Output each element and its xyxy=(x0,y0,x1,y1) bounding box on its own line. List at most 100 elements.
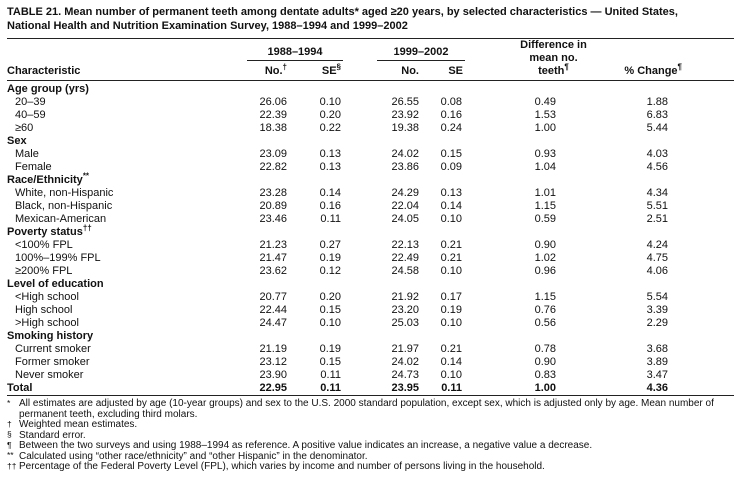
footnote: * All estimates are adjusted by age (10-y… xyxy=(7,398,734,420)
cell-value: 0.49 xyxy=(534,96,556,108)
section-header-row: Race/Ethnicity** xyxy=(7,172,734,187)
table-row: High school 22.44 0.15 23.20 0.19 0.76 3.39 xyxy=(7,304,734,317)
table-row: Never smoker 23.90 0.11 24.73 0.10 0.83 3.47 xyxy=(7,369,734,382)
column-header-pct-change: % Change¶ xyxy=(624,62,682,77)
cell-value: 0.27 xyxy=(319,239,341,251)
row-label: Mexican-American xyxy=(15,213,107,225)
table-row: 20–39 26.06 0.10 26.55 0.08 0.49 1.88 xyxy=(7,96,734,109)
cell-value: 23.28 xyxy=(259,187,287,199)
header-group-row: Characteristic 1988–1994 1999–2002 Diffe… xyxy=(7,39,734,77)
cell-value: 23.92 xyxy=(391,109,419,121)
cell-value: 0.10 xyxy=(440,369,462,381)
cell-value: 0.17 xyxy=(440,291,462,303)
cell-value: 5.51 xyxy=(646,200,668,212)
row-label: Total xyxy=(7,382,33,394)
row-label: 20–39 xyxy=(15,96,46,108)
cell-value: 0.14 xyxy=(440,200,462,212)
cell-value: 21.97 xyxy=(391,343,419,355)
cell-value: 0.83 xyxy=(534,369,556,381)
cell-value: 0.15 xyxy=(319,356,341,368)
cell-value: 0.19 xyxy=(319,252,341,264)
footnote: ** Calculated using “other race/ethnicity… xyxy=(7,450,734,463)
cell-value: 0.90 xyxy=(534,356,556,368)
cell-value: 25.03 xyxy=(391,317,419,329)
table-row: White, non-Hispanic 23.28 0.14 24.29 0.13 1.0… xyxy=(7,187,734,200)
cell-value: 22.49 xyxy=(391,252,419,264)
footnote-text: Between the two surveys and using 1988–1… xyxy=(19,440,593,451)
cell-value: 24.47 xyxy=(259,317,287,329)
table-row: 100%–199% FPL 21.47 0.19 22.49 0.21 1.02 4.75 xyxy=(7,252,734,265)
cell-value: 23.86 xyxy=(391,161,419,173)
column-group-1988-1994-label: 1988–1994 xyxy=(247,44,343,61)
cell-value: 24.02 xyxy=(391,356,419,368)
cell-value: 0.13 xyxy=(440,187,462,199)
cell-value: 1.15 xyxy=(534,291,556,303)
document-page: TABLE 21. Mean number of permanent teeth… xyxy=(7,6,734,473)
cell-value: 0.11 xyxy=(320,213,341,225)
footnotes: * All estimates are adjusted by age (10-y… xyxy=(7,398,734,473)
cell-value: 1.88 xyxy=(646,96,668,108)
row-label: Black, non-Hispanic xyxy=(15,200,113,212)
cell-value: 24.05 xyxy=(391,213,419,225)
column-header-difference-line1: Difference in xyxy=(520,39,587,51)
cell-value: 0.16 xyxy=(319,200,341,212)
footnote: †† Percentage of the Federal Poverty Leve… xyxy=(7,461,734,473)
table-row: Former smoker 23.12 0.15 24.02 0.14 0.90 3.89 xyxy=(7,356,734,369)
column-group-1988-1994: 1988–1994 xyxy=(207,39,343,61)
cell-value: 2.29 xyxy=(646,317,668,329)
table-row: <High school 20.77 0.20 21.92 0.17 1.15 5.54 xyxy=(7,291,734,304)
footnote: † Weighted mean estimates. xyxy=(7,419,734,431)
cell-value: 4.56 xyxy=(646,161,668,173)
cell-value: 0.19 xyxy=(319,343,341,355)
row-label: Former smoker xyxy=(15,356,90,368)
footnote-text: Weighted mean estimates. xyxy=(19,419,138,430)
column-group-1999-2002-label: 1999–2002 xyxy=(377,44,465,61)
cell-value: 22.39 xyxy=(259,109,287,121)
table-row: >High school 24.47 0.10 25.03 0.10 0.56 2.29 xyxy=(7,317,734,330)
header-columns-row: No.† SE§ No. SE xyxy=(7,61,734,81)
cell-value: 3.47 xyxy=(646,369,668,381)
row-label: <100% FPL xyxy=(15,239,73,251)
cell-value: 0.12 xyxy=(319,265,341,277)
cell-value: 0.20 xyxy=(319,109,341,121)
cell-value: 19.38 xyxy=(391,122,419,134)
cell-value: 24.73 xyxy=(391,369,419,381)
cell-value: 22.95 xyxy=(259,382,287,394)
footnote: § Standard error. xyxy=(7,429,734,442)
footnote-text: All estimates are adjusted by age (10-ye… xyxy=(19,398,714,420)
cell-value: 0.15 xyxy=(319,304,341,316)
cell-value: 3.68 xyxy=(646,343,668,355)
statistics-table: Characteristic 1988–1994 1999–2002 Diffe… xyxy=(7,38,734,396)
cell-value: 0.21 xyxy=(440,239,462,251)
cell-value: 0.14 xyxy=(319,187,341,199)
cell-value: 1.02 xyxy=(534,252,556,264)
cell-value: 4.36 xyxy=(646,382,668,394)
table-row: Mexican-American 23.46 0.11 24.05 0.10 0.59 2.… xyxy=(7,213,734,226)
cell-value: 23.12 xyxy=(259,356,287,368)
column-header-difference: Difference in mean no. teeth¶ xyxy=(465,39,592,81)
cell-value: 0.90 xyxy=(534,239,556,251)
cell-value: 23.90 xyxy=(259,369,287,381)
cell-value: 21.92 xyxy=(391,291,419,303)
table-row: Current smoker 21.19 0.19 21.97 0.21 0.78 3.68 xyxy=(7,343,734,356)
cell-value: 23.09 xyxy=(259,148,287,160)
section-header-row: Poverty status†† xyxy=(7,223,734,239)
cell-value: 3.89 xyxy=(646,356,668,368)
footnote: ¶ Between the two surveys and using 1988–… xyxy=(7,440,734,452)
table-row: Male 23.09 0.13 24.02 0.15 0.93 4.03 xyxy=(7,148,734,161)
table-row: <100% FPL 21.23 0.27 22.13 0.21 0.90 4.24 xyxy=(7,239,734,252)
column-header-difference-line2: mean no. teeth¶ xyxy=(529,52,578,77)
table-title-line2: National Health and Nutrition Examinatio… xyxy=(7,19,408,32)
cell-value: 0.10 xyxy=(319,96,341,108)
cell-value: 26.55 xyxy=(391,96,419,108)
cell-value: 1.01 xyxy=(534,187,556,199)
cell-value: 0.56 xyxy=(534,317,556,329)
row-label: <High school xyxy=(15,291,79,303)
section-label: Poverty status†† xyxy=(7,223,92,238)
cell-value: 1.00 xyxy=(534,382,556,394)
row-label: 40–59 xyxy=(15,109,46,121)
cell-value: 22.44 xyxy=(259,304,287,316)
cell-value: 0.10 xyxy=(440,213,462,225)
cell-value: 4.75 xyxy=(646,252,668,264)
cell-value: 1.04 xyxy=(534,161,556,173)
